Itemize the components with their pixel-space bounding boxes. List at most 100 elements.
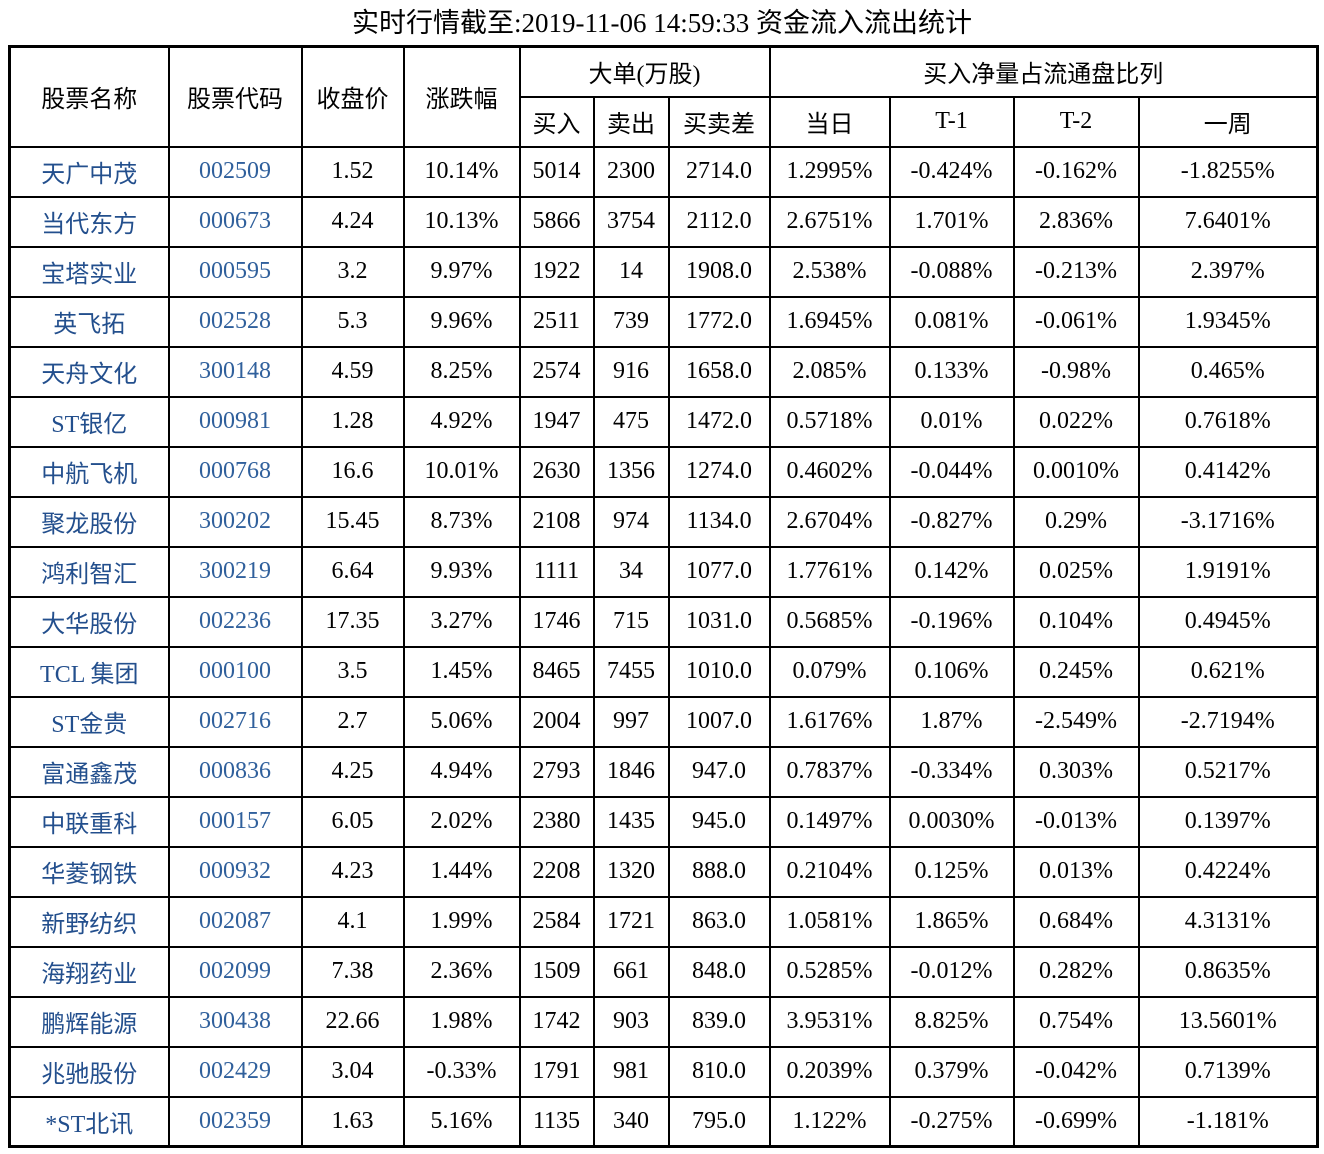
ratio-t1-cell: 0.142% <box>888 545 1015 598</box>
buy-sell-diff-cell: 945.0 <box>667 795 771 848</box>
stock-code-cell[interactable]: 002099 <box>167 945 303 998</box>
buy-sell-diff-cell: 1472.0 <box>667 395 771 448</box>
stock-code-cell[interactable]: 000157 <box>167 795 303 848</box>
stock-code-cell[interactable]: 000673 <box>167 195 303 248</box>
stock-name-cell[interactable]: 当代东方 <box>8 195 170 248</box>
buy-volume-cell: 2004 <box>518 695 595 748</box>
ratio-t2-cell: 0.0010% <box>1012 445 1140 498</box>
close-price-cell: 3.5 <box>300 645 405 698</box>
close-price-cell: 1.52 <box>300 145 405 198</box>
ratio-today-cell: 0.1497% <box>768 795 891 848</box>
col-header-stock-code: 股票代码 <box>167 45 303 148</box>
buy-sell-diff-cell: 1908.0 <box>667 245 771 298</box>
stock-name-cell[interactable]: 鹏辉能源 <box>8 995 170 1048</box>
stock-code-cell[interactable]: 300148 <box>167 345 303 398</box>
table-row: 富通鑫茂 000836 4.25 4.94% 2793 1846 947.0 0.7837% -… <box>8 745 1319 798</box>
col-header-buy: 买入 <box>518 95 595 148</box>
buy-volume-cell: 2380 <box>518 795 595 848</box>
stock-code-cell[interactable]: 000595 <box>167 245 303 298</box>
ratio-t2-cell: -0.699% <box>1012 1095 1140 1148</box>
sell-volume-cell: 1356 <box>592 445 670 498</box>
stock-name-cell[interactable]: 聚龙股份 <box>8 495 170 548</box>
ratio-t1-cell: -0.044% <box>888 445 1015 498</box>
table-row: 当代东方 000673 4.24 10.13% 5866 3754 2112.0 2.6751… <box>8 195 1319 248</box>
close-price-cell: 4.59 <box>300 345 405 398</box>
ratio-t2-cell: 0.303% <box>1012 745 1140 798</box>
col-header-one-week: 一周 <box>1137 95 1319 148</box>
stock-code-cell[interactable]: 000932 <box>167 845 303 898</box>
col-header-sell: 卖出 <box>592 95 670 148</box>
stock-name-cell[interactable]: 宝塔实业 <box>8 245 170 298</box>
table-row: 天舟文化 300148 4.59 8.25% 2574 916 1658.0 2.085% 0.… <box>8 345 1319 398</box>
ratio-week-cell: 0.7139% <box>1137 1045 1319 1098</box>
ratio-today-cell: 0.5718% <box>768 395 891 448</box>
stock-code-cell[interactable]: 000768 <box>167 445 303 498</box>
change-pct-cell: 8.73% <box>402 495 521 548</box>
stock-name-cell[interactable]: 大华股份 <box>8 595 170 648</box>
ratio-t1-cell: 0.0030% <box>888 795 1015 848</box>
stock-name-cell[interactable]: 中联重科 <box>8 795 170 848</box>
close-price-cell: 5.3 <box>300 295 405 348</box>
change-pct-cell: 2.02% <box>402 795 521 848</box>
stock-name-cell[interactable]: 英飞拓 <box>8 295 170 348</box>
stock-code-cell[interactable]: 002087 <box>167 895 303 948</box>
stock-name-cell[interactable]: 天广中茂 <box>8 145 170 198</box>
stock-name-cell[interactable]: 富通鑫茂 <box>8 745 170 798</box>
stock-code-cell[interactable]: 300202 <box>167 495 303 548</box>
stock-name-cell[interactable]: 天舟文化 <box>8 345 170 398</box>
ratio-week-cell: 4.3131% <box>1137 895 1319 948</box>
stock-name-cell[interactable]: 华菱钢铁 <box>8 845 170 898</box>
buy-sell-diff-cell: 1274.0 <box>667 445 771 498</box>
change-pct-cell: 1.98% <box>402 995 521 1048</box>
change-pct-cell: 9.96% <box>402 295 521 348</box>
ratio-today-cell: 1.122% <box>768 1095 891 1148</box>
close-price-cell: 1.63 <box>300 1095 405 1148</box>
stock-code-cell[interactable]: 000836 <box>167 745 303 798</box>
stock-code-cell[interactable]: 002359 <box>167 1095 303 1148</box>
stock-name-cell[interactable]: *ST北讯 <box>8 1095 170 1148</box>
ratio-t1-cell: 1.865% <box>888 895 1015 948</box>
ratio-t1-cell: 1.701% <box>888 195 1015 248</box>
stock-name-cell[interactable]: 中航飞机 <box>8 445 170 498</box>
ratio-t1-cell: -0.196% <box>888 595 1015 648</box>
ratio-week-cell: 0.5217% <box>1137 745 1319 798</box>
ratio-t1-cell: 0.106% <box>888 645 1015 698</box>
stock-name-cell[interactable]: ST银亿 <box>8 395 170 448</box>
stock-name-cell[interactable]: 鸿利智汇 <box>8 545 170 598</box>
buy-sell-diff-cell: 1134.0 <box>667 495 771 548</box>
stock-code-cell[interactable]: 002509 <box>167 145 303 198</box>
stock-code-cell[interactable]: 000981 <box>167 395 303 448</box>
ratio-today-cell: 2.085% <box>768 345 891 398</box>
ratio-week-cell: 1.9345% <box>1137 295 1319 348</box>
stock-code-cell[interactable]: 000100 <box>167 645 303 698</box>
ratio-week-cell: 2.397% <box>1137 245 1319 298</box>
stock-code-cell[interactable]: 002528 <box>167 295 303 348</box>
stock-code-cell[interactable]: 002236 <box>167 595 303 648</box>
sell-volume-cell: 14 <box>592 245 670 298</box>
sell-volume-cell: 739 <box>592 295 670 348</box>
table-row: 大华股份 002236 17.35 3.27% 1746 715 1031.0 0.5685%… <box>8 595 1319 648</box>
stock-name-cell[interactable]: 新野纺织 <box>8 895 170 948</box>
stock-code-cell[interactable]: 002716 <box>167 695 303 748</box>
page-title: 实时行情截至:2019-11-06 14:59:33 资金流入流出统计 <box>352 8 972 38</box>
sell-volume-cell: 1846 <box>592 745 670 798</box>
ratio-t2-cell: -0.162% <box>1012 145 1140 198</box>
ratio-today-cell: 2.6704% <box>768 495 891 548</box>
stock-name-cell[interactable]: ST金贵 <box>8 695 170 748</box>
stock-code-cell[interactable]: 300438 <box>167 995 303 1048</box>
stock-name-cell[interactable]: TCL 集团 <box>8 645 170 698</box>
stock-name-cell[interactable]: 海翔药业 <box>8 945 170 998</box>
stock-code-cell[interactable]: 002429 <box>167 1045 303 1098</box>
ratio-week-cell: 7.6401% <box>1137 195 1319 248</box>
ratio-t2-cell: 0.754% <box>1012 995 1140 1048</box>
stock-name-cell[interactable]: 兆驰股份 <box>8 1045 170 1098</box>
sell-volume-cell: 7455 <box>592 645 670 698</box>
ratio-today-cell: 0.4602% <box>768 445 891 498</box>
stock-code-cell[interactable]: 300219 <box>167 545 303 598</box>
table-row: 鹏辉能源 300438 22.66 1.98% 1742 903 839.0 3.9531% 8… <box>8 995 1319 1048</box>
col-header-today: 当日 <box>768 95 891 148</box>
col-header-close-price: 收盘价 <box>300 45 405 148</box>
ratio-t1-cell: 1.87% <box>888 695 1015 748</box>
ratio-today-cell: 1.6945% <box>768 295 891 348</box>
close-price-cell: 17.35 <box>300 595 405 648</box>
